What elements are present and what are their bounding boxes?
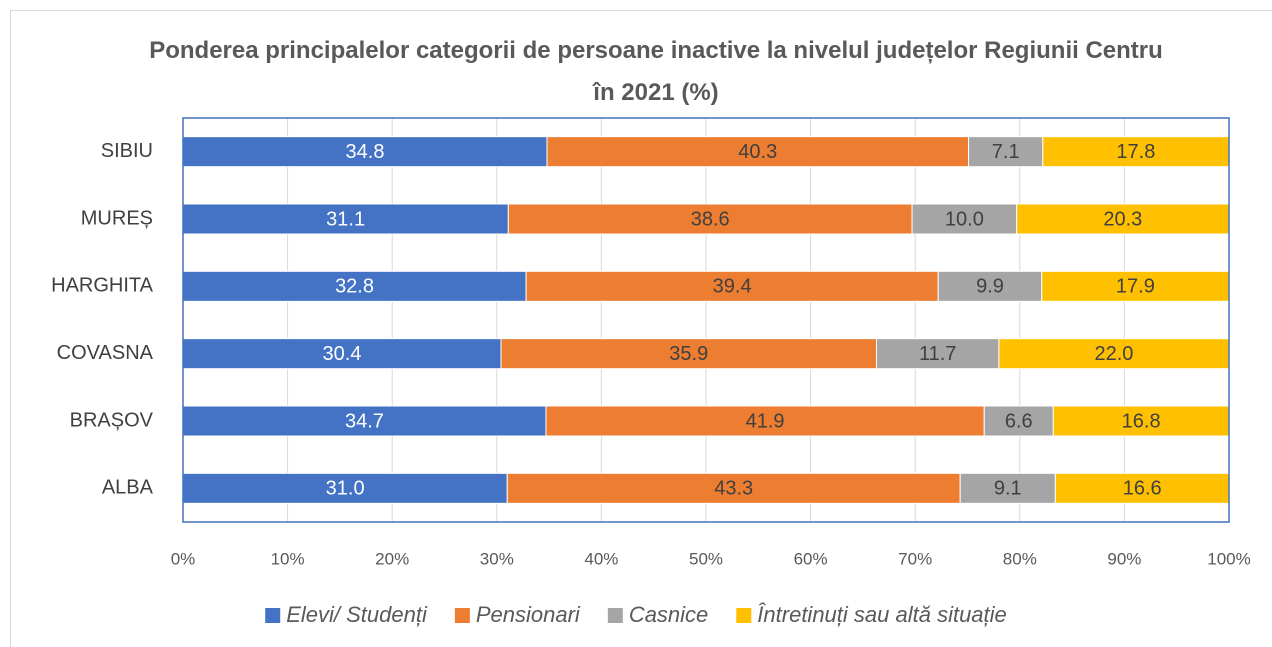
x-tick-label: 70% xyxy=(898,549,932,568)
data-label: 7.1 xyxy=(992,141,1020,163)
legend-swatch xyxy=(265,608,281,623)
bar-segment xyxy=(546,136,970,168)
data-label: 17.8 xyxy=(1116,141,1155,163)
bar-segment xyxy=(911,203,1018,235)
data-label: 31.1 xyxy=(326,208,365,230)
y-tick-label: COVASNA xyxy=(57,342,154,364)
bar-segment xyxy=(506,472,961,504)
data-label: 6.6 xyxy=(1005,410,1033,432)
bar-segment xyxy=(182,270,527,302)
data-label: 34.8 xyxy=(346,141,385,163)
y-tick-label: SIBIU xyxy=(101,140,153,162)
x-tick-label: 80% xyxy=(1003,549,1037,568)
x-tick-label: 20% xyxy=(375,549,409,568)
data-label: 34.7 xyxy=(345,410,384,432)
legend-label: Pensionari xyxy=(476,602,581,627)
data-label: 16.8 xyxy=(1122,410,1161,432)
data-label: 38.6 xyxy=(691,208,730,230)
y-tick-label: HARGHITA xyxy=(51,275,154,297)
data-label: 10.0 xyxy=(945,208,984,230)
data-label: 11.7 xyxy=(919,343,956,365)
x-tick-label: 40% xyxy=(584,549,618,568)
data-label: 20.3 xyxy=(1103,208,1142,230)
data-label: 16.6 xyxy=(1123,478,1162,500)
x-tick-label: 30% xyxy=(480,549,514,568)
bar-segment xyxy=(968,136,1044,168)
legend-label: Elevi/ Studenți xyxy=(286,602,428,627)
x-tick-label: 50% xyxy=(689,549,723,568)
bar-segment xyxy=(1054,472,1230,504)
plot-border xyxy=(182,117,1230,523)
chart-title: Ponderea principalelor categorii de pers… xyxy=(149,37,1163,106)
legend-swatch xyxy=(454,608,470,623)
x-tick-label: 10% xyxy=(271,549,305,568)
bar-segment xyxy=(500,338,877,370)
data-label: 22.0 xyxy=(1094,343,1133,365)
bar-segment xyxy=(937,270,1043,302)
bar-segment xyxy=(545,405,985,437)
data-label: 43.3 xyxy=(714,478,753,500)
x-tick-label: 100% xyxy=(1207,549,1250,568)
data-label: 17.9 xyxy=(1116,276,1155,298)
data-label: 39.4 xyxy=(713,276,752,298)
data-label: 9.1 xyxy=(994,478,1022,500)
x-tick-label: 0% xyxy=(171,549,196,568)
bar-segment xyxy=(507,203,913,235)
bar-segment xyxy=(983,405,1054,437)
bar-segment xyxy=(525,270,939,302)
y-tick-label: ALBA xyxy=(102,477,154,499)
bar-segment xyxy=(1016,203,1230,235)
legend-swatch xyxy=(736,608,752,623)
bar-segment xyxy=(875,338,1000,370)
bar-segment xyxy=(1052,405,1230,437)
data-label: 35.9 xyxy=(669,343,708,365)
data-label: 31.0 xyxy=(326,478,365,500)
bar-segment xyxy=(1042,136,1230,168)
x-tick-label: 90% xyxy=(1107,549,1141,568)
data-label: 9.9 xyxy=(976,276,1004,298)
legend-label: Întretinuți sau altă situație xyxy=(757,602,1006,627)
data-label: 40.3 xyxy=(738,141,777,163)
y-tick-label: MUREȘ xyxy=(81,207,153,229)
bar-segment xyxy=(182,203,509,235)
x-tick-label: 60% xyxy=(794,549,828,568)
y-tick-label: BRAȘOV xyxy=(70,409,154,431)
legend-label: Casnice xyxy=(629,602,708,627)
bar-segment xyxy=(998,338,1230,370)
data-label: 30.4 xyxy=(323,343,362,365)
data-label: 41.9 xyxy=(746,410,785,432)
legend-swatch xyxy=(607,608,623,623)
chart-border xyxy=(10,10,1272,647)
data-label: 32.8 xyxy=(335,276,374,298)
